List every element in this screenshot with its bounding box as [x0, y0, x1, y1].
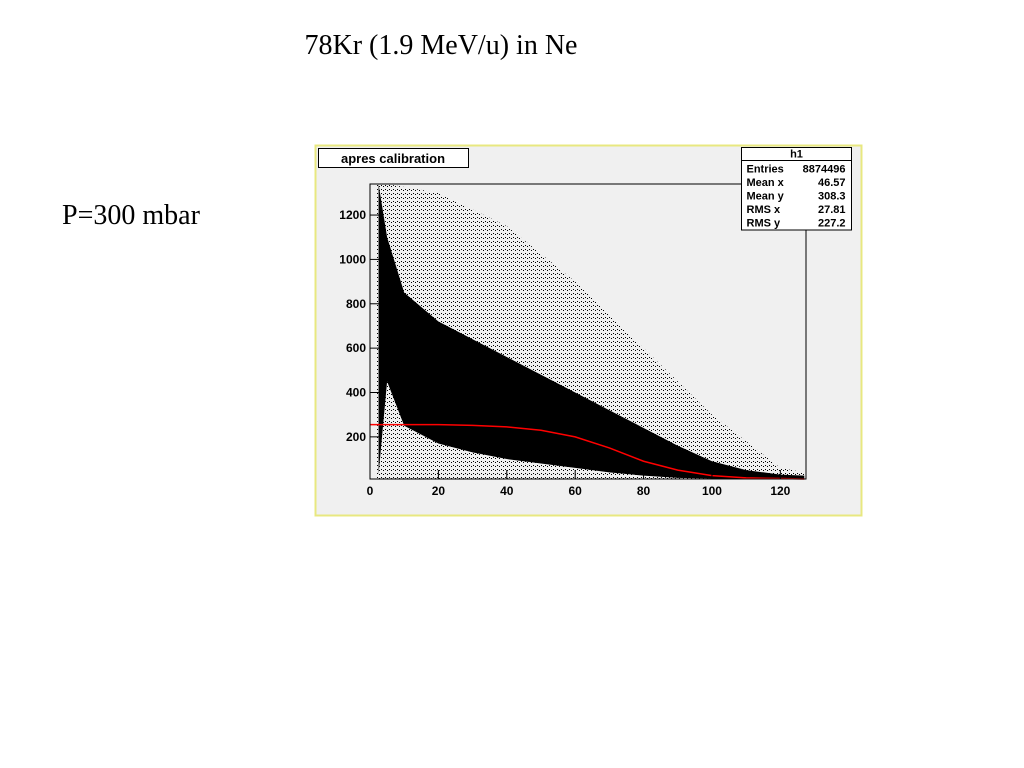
stats-label: Mean y — [747, 191, 785, 203]
y-tick-label: 1000 — [339, 252, 366, 266]
y-tick-label: 400 — [346, 385, 366, 399]
stats-value: 27.81 — [818, 204, 846, 216]
stats-label: Mean x — [747, 177, 785, 189]
y-tick-label: 200 — [346, 430, 366, 444]
y-tick-label: 1200 — [339, 208, 366, 222]
x-tick-label: 60 — [568, 484, 582, 498]
plot-frame — [369, 183, 807, 480]
x-tick-label: 100 — [702, 484, 722, 498]
slide-label: P=300 mbar — [62, 200, 201, 231]
stats-title: h1 — [790, 149, 803, 161]
title-box — [318, 148, 469, 168]
y-tick-label: 800 — [346, 297, 366, 311]
x-tick-label: 80 — [637, 484, 651, 498]
stats-value: 227.2 — [818, 218, 846, 230]
x-tick-label: 40 — [500, 484, 514, 498]
x-tick-label: 120 — [770, 484, 790, 498]
slide-title: 78Kr (1.9 MeV/u) in Ne — [305, 30, 578, 61]
stats-value: 46.57 — [818, 177, 846, 189]
y-tick-label: 600 — [346, 341, 366, 355]
stats-label: RMS y — [747, 218, 782, 230]
x-tick-label: 20 — [432, 484, 446, 498]
plot-title: apres calibration — [341, 151, 445, 166]
stats-value: 8874496 — [803, 164, 846, 176]
x-tick-label: 0 — [367, 484, 374, 498]
dense-region — [378, 184, 805, 479]
stats-label: RMS x — [747, 204, 782, 216]
stats-box — [741, 147, 852, 231]
fit-line — [370, 423, 805, 480]
stats-label: Entries — [747, 164, 784, 176]
stats-value: 308.3 — [818, 191, 846, 203]
